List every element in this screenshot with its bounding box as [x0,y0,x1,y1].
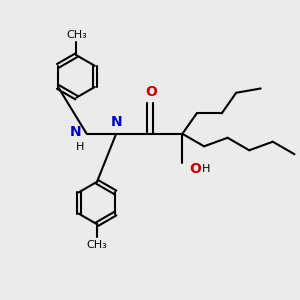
Text: CH₃: CH₃ [66,30,87,40]
Text: CH₃: CH₃ [87,240,107,250]
Text: O: O [190,161,202,176]
Text: H: H [76,142,84,152]
Text: O: O [146,85,158,99]
Text: H: H [202,164,210,173]
Text: N: N [70,125,81,139]
Text: N: N [110,116,122,129]
